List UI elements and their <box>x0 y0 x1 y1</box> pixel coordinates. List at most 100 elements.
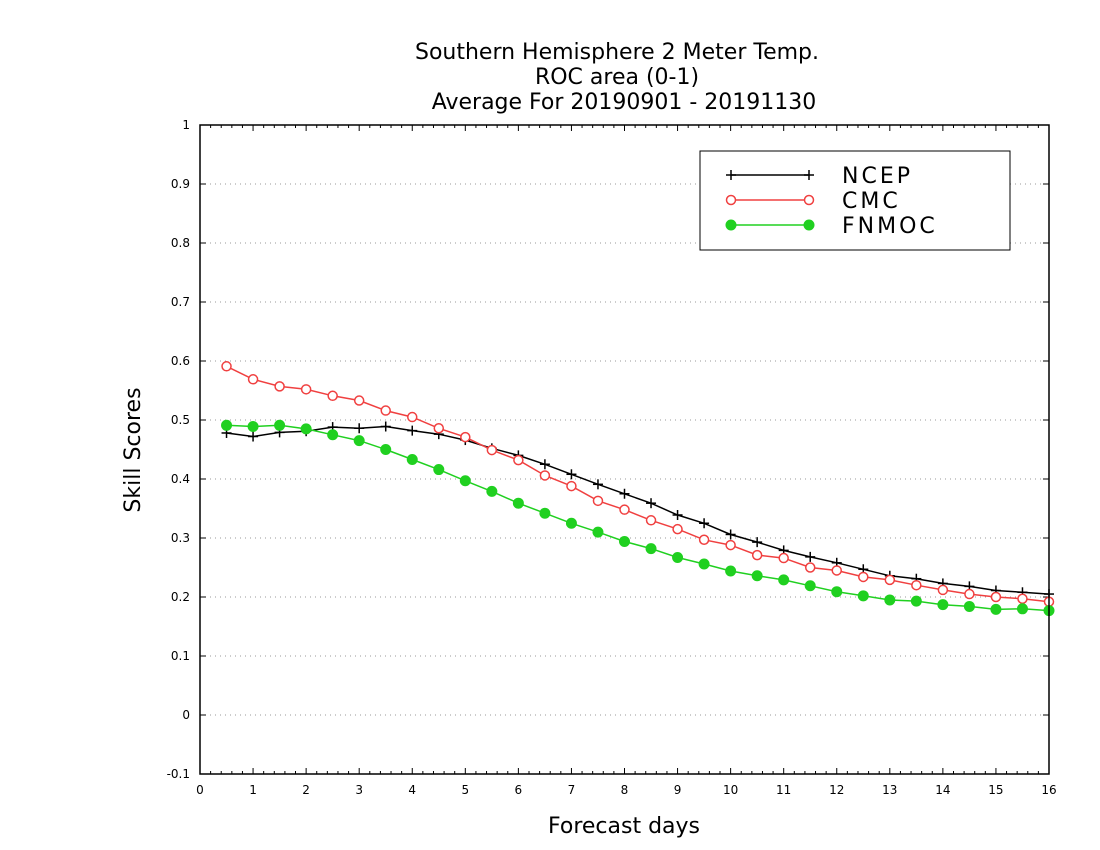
title-line-2: ROC area (0-1) <box>535 65 699 90</box>
fnmoc-point <box>592 526 604 538</box>
series-line-ncep <box>226 425 1050 595</box>
cmc-point <box>698 534 710 546</box>
legend-label-fnmoc: FNMOC <box>842 214 938 239</box>
series-ncep <box>221 421 1054 600</box>
fnmoc-point <box>327 429 339 441</box>
y-tick-label: 0.6 <box>171 354 190 368</box>
cmc-point <box>1017 593 1028 605</box>
ncep-point <box>619 488 630 499</box>
cmc-point <box>672 523 683 535</box>
series-layer <box>221 361 1055 617</box>
fnmoc-point <box>1016 603 1028 615</box>
legend-entry-fnmoc: FNMOC <box>725 214 938 239</box>
fnmoc-point <box>698 558 710 570</box>
fnmoc-point <box>539 507 551 519</box>
fnmoc-point <box>353 435 365 447</box>
cmc-point <box>751 549 763 561</box>
ncep-point <box>380 421 391 432</box>
ncep-point <box>725 529 736 540</box>
ncep-point <box>646 498 657 509</box>
x-tick-label: 10 <box>723 783 738 797</box>
title-line-1: Southern Hemisphere 2 Meter Temp. <box>415 40 819 65</box>
legend-entry-ncep: NCEP <box>726 164 913 189</box>
y-tick-label: 0.7 <box>171 295 190 309</box>
legend-entry-cmc: CMC <box>725 189 901 214</box>
fnmoc-point <box>274 419 286 431</box>
series-cmc <box>221 361 1055 607</box>
cmc-point <box>539 470 551 481</box>
ncep-point <box>248 431 259 442</box>
series-fnmoc <box>221 419 1055 617</box>
y-tick-label: 0.5 <box>171 413 190 427</box>
fnmoc-point <box>857 590 869 602</box>
x-tick-label: 8 <box>621 783 629 797</box>
legend-marker-ncep <box>804 170 814 180</box>
fnmoc-point <box>725 565 737 577</box>
y-tick-label: -0.1 <box>167 767 190 781</box>
fnmoc-point <box>406 454 418 466</box>
cmc-point <box>353 395 365 406</box>
legend-label-ncep: NCEP <box>842 164 913 189</box>
legend-marker-ncep <box>726 170 736 180</box>
ncep-point <box>805 551 816 562</box>
x-tick-label: 16 <box>1041 783 1056 797</box>
fnmoc-point <box>221 419 233 431</box>
y-tick-label: 1 <box>182 118 190 132</box>
cmc-point <box>990 591 1002 603</box>
ncep-point <box>539 459 550 470</box>
x-tick-label: 5 <box>461 783 469 797</box>
y-tick-label: 0.4 <box>171 472 190 486</box>
ncep-point <box>592 479 603 490</box>
fnmoc-point <box>486 485 498 497</box>
fnmoc-point <box>990 603 1002 615</box>
chart-title: Southern Hemisphere 2 Meter Temp. ROC ar… <box>415 40 819 115</box>
legend-label-cmc: CMC <box>842 189 901 214</box>
cmc-point <box>725 539 736 551</box>
x-tick-label: 9 <box>674 783 682 797</box>
y-tick-label: 0.3 <box>171 531 190 545</box>
fnmoc-point <box>459 475 471 487</box>
title-line-3: Average For 20190901 - 20191130 <box>432 90 817 115</box>
ncep-point <box>752 537 763 548</box>
cmc-point <box>804 562 816 573</box>
ncep-point <box>407 425 418 436</box>
cmc-point <box>247 374 259 385</box>
cmc-point <box>407 411 418 423</box>
x-tick-label: 15 <box>988 783 1003 797</box>
cmc-point <box>911 579 922 591</box>
fnmoc-point <box>778 574 790 586</box>
cmc-point <box>433 423 445 434</box>
x-axis-label: Forecast days <box>548 814 700 839</box>
fnmoc-point <box>804 580 816 592</box>
cmc-point <box>884 574 896 586</box>
series-line-cmc <box>226 365 1050 603</box>
fnmoc-point <box>512 497 524 509</box>
x-tick-label: 13 <box>882 783 897 797</box>
x-tick-label: 14 <box>935 783 950 797</box>
cmc-point <box>380 405 391 416</box>
y-tick-label: 0.2 <box>171 590 190 604</box>
legend-marker-cmc <box>725 194 737 206</box>
grid <box>200 183 1049 716</box>
fnmoc-point <box>751 570 763 582</box>
x-tick-label: 7 <box>568 783 576 797</box>
cmc-point <box>858 571 869 583</box>
fnmoc-point <box>380 444 392 455</box>
cmc-point <box>645 515 657 526</box>
cmc-point <box>486 444 498 456</box>
y-axis-label: Skill Scores <box>121 387 146 512</box>
legend-marker-cmc <box>803 194 815 206</box>
cmc-point <box>327 390 338 402</box>
fnmoc-point <box>433 464 445 476</box>
y-tick-label: 0.8 <box>171 236 190 250</box>
fnmoc-point <box>910 595 922 607</box>
y-tick-label: 0 <box>182 708 190 722</box>
fnmoc-point <box>937 599 949 611</box>
cmc-point <box>566 480 577 492</box>
y-tick-label: 0.9 <box>171 177 190 191</box>
cmc-point <box>300 384 312 395</box>
x-tick-label: 3 <box>355 783 363 797</box>
legend-marker-fnmoc <box>725 219 737 231</box>
fnmoc-point <box>963 600 975 612</box>
ncep-point <box>354 423 365 434</box>
